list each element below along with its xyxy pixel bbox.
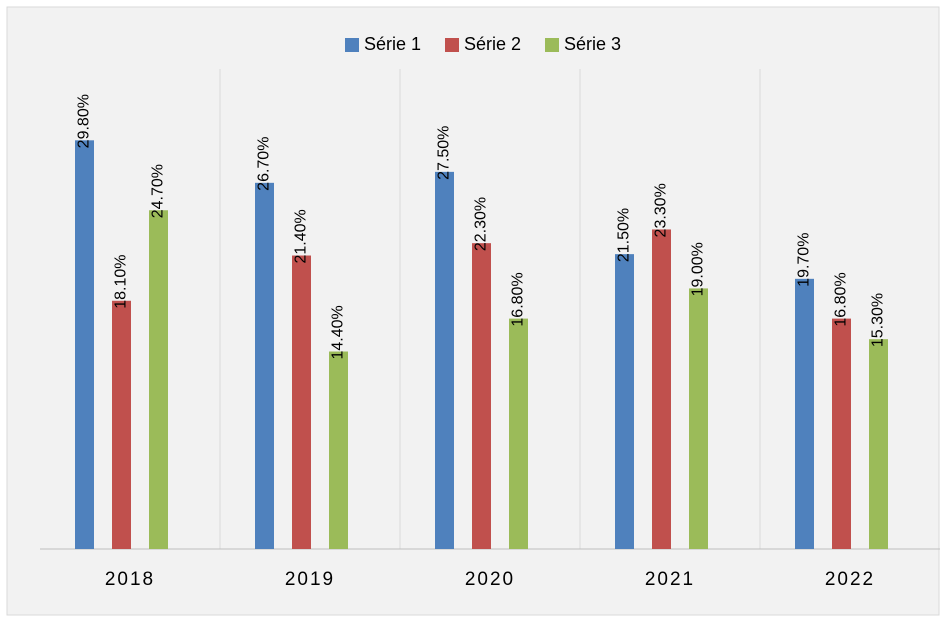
bar [795, 278, 814, 549]
data-label: 16.80% [510, 272, 527, 326]
data-label: 16.80% [833, 272, 850, 326]
bar [329, 351, 348, 549]
bar [689, 288, 708, 549]
x-tick-label: 2021 [645, 569, 695, 590]
bar [869, 339, 888, 549]
x-tick-label: 2018 [105, 569, 155, 590]
x-tick-label: 2019 [285, 569, 335, 590]
legend-swatch [545, 38, 559, 52]
data-label: 19.70% [796, 233, 813, 287]
data-label: 21.40% [293, 209, 310, 263]
x-tick-label: 2020 [465, 569, 515, 590]
data-label: 21.50% [616, 208, 633, 262]
bar [472, 243, 491, 549]
data-label: 18.10% [113, 255, 130, 309]
bar [615, 254, 634, 549]
legend-label: Série 3 [564, 34, 621, 54]
x-tick-label: 2022 [825, 569, 875, 590]
bar [112, 300, 131, 549]
bar [149, 210, 168, 549]
data-label: 14.40% [330, 305, 347, 359]
data-label: 15.30% [870, 293, 887, 347]
bar [652, 229, 671, 549]
bar [292, 255, 311, 549]
bar [75, 140, 94, 550]
data-label: 27.50% [436, 126, 453, 180]
legend-label: Série 1 [364, 34, 421, 54]
legend-swatch [345, 38, 359, 52]
data-label: 22.30% [473, 197, 490, 251]
data-label: 24.70% [150, 164, 167, 218]
legend-label: Série 2 [464, 34, 521, 54]
data-label: 26.70% [256, 137, 273, 191]
data-label: 23.30% [653, 183, 670, 237]
bar [255, 182, 274, 550]
legend-swatch [445, 38, 459, 52]
bar [435, 171, 454, 549]
bar [509, 318, 528, 549]
bar [832, 318, 851, 549]
data-label: 29.80% [76, 94, 93, 148]
data-label: 19.00% [690, 242, 707, 296]
